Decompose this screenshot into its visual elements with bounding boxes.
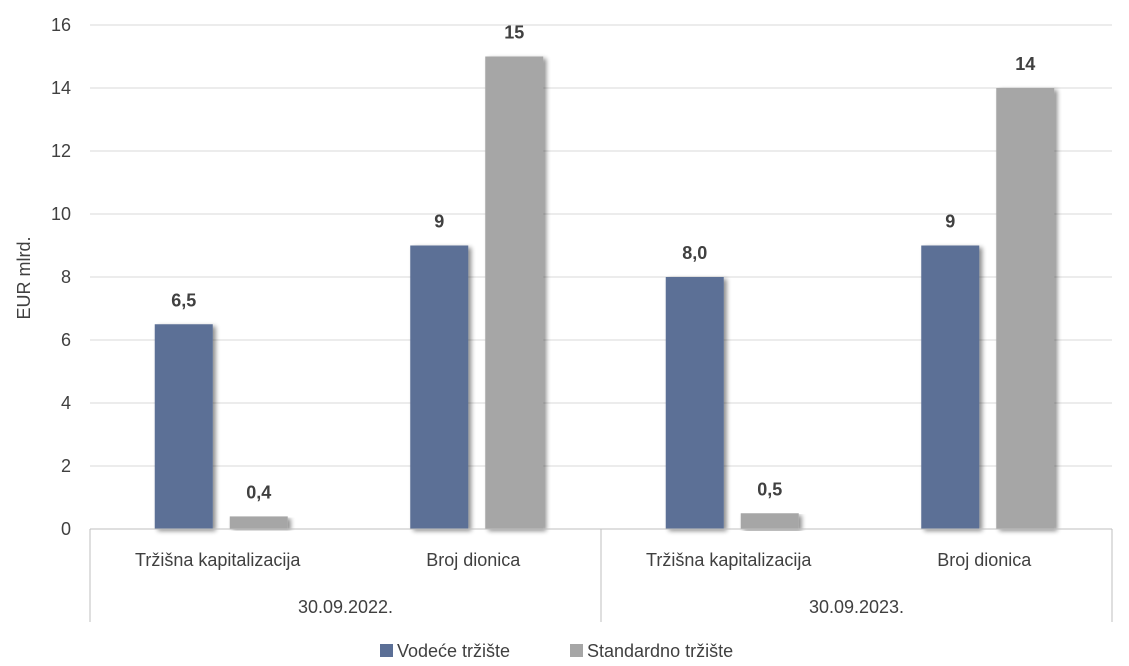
legend: Vodeće tržište Standardno tržište <box>380 641 733 661</box>
bar-vodece <box>410 245 469 529</box>
y-tick-label: 14 <box>51 78 71 98</box>
legend-swatch <box>570 644 583 657</box>
legend-swatch <box>380 644 393 657</box>
y-tick-label: 10 <box>51 204 71 224</box>
legend-label: Vodeće tržište <box>397 641 510 661</box>
data-label: 9 <box>434 212 444 232</box>
y-tick-label: 12 <box>51 141 71 161</box>
x-group-label: 30.09.2023. <box>809 597 904 617</box>
data-label: 0,4 <box>246 482 271 502</box>
y-tick-label: 2 <box>61 456 71 476</box>
y-tick-label: 8 <box>61 267 71 287</box>
data-label: 15 <box>504 23 524 43</box>
bar-standardno <box>996 88 1055 529</box>
bar-standardno <box>485 56 544 529</box>
y-tick-label: 16 <box>51 15 71 35</box>
y-tick-label: 6 <box>61 330 71 350</box>
data-labels: 6,5 0,4 9 15 8,0 0,5 9 14 <box>171 23 1035 503</box>
x-category-label: Broj dionica <box>937 550 1032 570</box>
gridlines <box>90 24 1112 467</box>
data-label: 14 <box>1015 54 1035 74</box>
x-axis: Tržišna kapitalizacija Broj dionica 30.09.… <box>89 528 1113 622</box>
data-label: 9 <box>945 212 955 232</box>
bars <box>154 56 1055 529</box>
bar-standardno <box>229 516 288 529</box>
data-label: 8,0 <box>682 243 707 263</box>
y-axis-title: EUR mlrd. <box>14 236 34 319</box>
y-tick-label: 0 <box>61 519 71 539</box>
bar-vodece <box>154 324 213 529</box>
y-tick-label: 4 <box>61 393 71 413</box>
x-group-label: 30.09.2022. <box>298 597 393 617</box>
x-category-label: Broj dionica <box>426 550 521 570</box>
data-label: 0,5 <box>757 479 782 499</box>
bar-vodece <box>665 277 724 529</box>
x-category-label: Tržišna kapitalizacija <box>135 550 301 570</box>
bar-vodece <box>921 245 980 529</box>
legend-label: Standardno tržište <box>587 641 733 661</box>
x-category-label: Tržišna kapitalizacija <box>646 550 812 570</box>
y-axis-ticks: 0 2 4 6 8 10 12 14 16 <box>51 15 71 539</box>
data-label: 6,5 <box>171 290 196 310</box>
bar-standardno <box>740 513 799 529</box>
